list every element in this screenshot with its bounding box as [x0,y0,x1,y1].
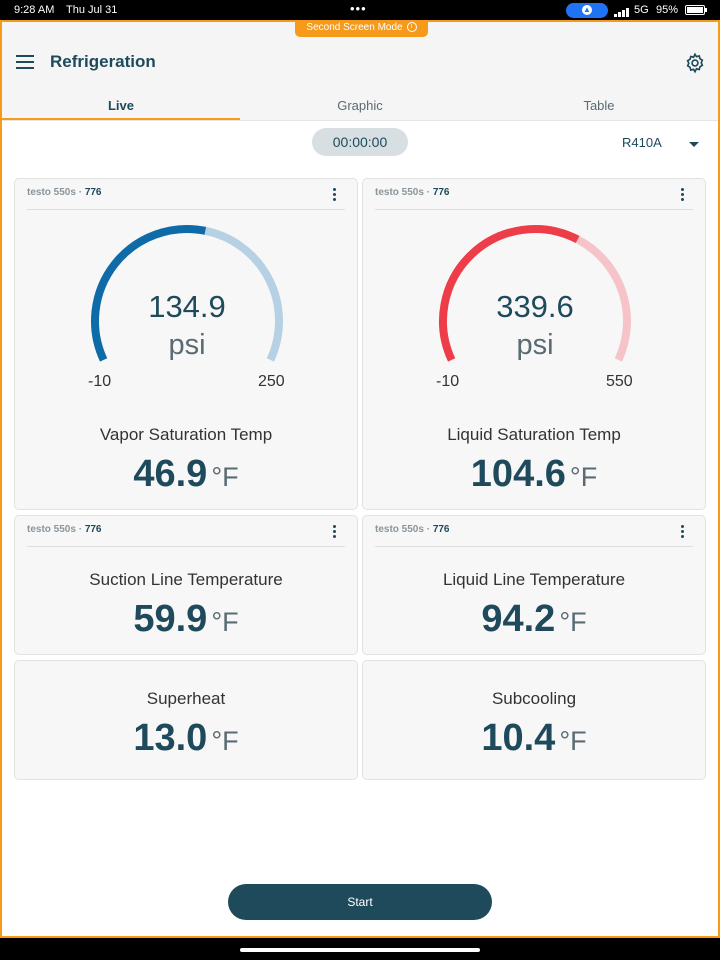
status-time: 9:28 AM [14,4,55,16]
metric-label: Liquid Line Temperature [442,570,626,589]
pressure-gauge [91,225,283,362]
gauge-track [204,226,283,362]
gauge-unit: psi [168,329,206,361]
gauge-value: 134.9 [148,289,226,324]
chevron-down-icon[interactable] [689,142,699,147]
more-options-icon[interactable] [331,524,339,540]
suction-line-card: testo 550s · 776 Suction Line Temperatur… [14,515,358,655]
card-divider [27,546,345,547]
gauge-unit: psi [516,329,554,361]
status-bar: 9:28 AM Thu Jul 31 ••• ▲ 5G 95% [0,0,720,20]
device-name: testo 550s [27,524,76,535]
metric-unit: °F [559,726,587,756]
pressure-gauge [439,225,631,362]
subcooling-card: Subcooling 10.4 °F [362,660,706,780]
gauge-min: -10 [88,373,112,390]
more-options-icon[interactable] [331,187,339,203]
tab-table[interactable]: Table [583,98,615,113]
gauge-value: 339.6 [496,289,574,324]
gauge-max: 250 [258,373,285,390]
metric-unit: °F [569,462,598,492]
refrigerant-select[interactable]: R410A [622,135,662,150]
device-id: 776 [84,187,102,198]
metric-label: Suction Line Temperature [89,570,283,589]
start-button[interactable]: Start [228,884,492,920]
metric-label: Superheat [146,689,226,708]
cellular-signal-icon [614,5,630,17]
metric-number: 10.4 [481,717,556,759]
active-tab-indicator [2,118,240,121]
info-icon[interactable]: i [406,22,417,33]
device-id: 776 [432,187,450,198]
card-divider [27,209,345,210]
multitask-dots-icon[interactable]: ••• [350,1,367,16]
tab-live[interactable]: Live [107,98,134,113]
battery-icon [685,5,707,15]
app-window: Refrigeration Live Graphic Table Second … [0,20,720,938]
metric-value: 10.4 °F [363,717,705,760]
network-type: 5G [634,4,649,16]
gauge-fill [91,225,207,362]
liquid-line-card: testo 550s · 776 Liquid Line Temperature… [362,515,706,655]
gear-icon[interactable] [684,52,706,74]
metric-label: Vapor Saturation Temp [99,425,273,444]
liquid-saturation-card: testo 550s · 776 339.6 psi -10 550 Liqui… [362,178,706,510]
device-name: testo 550s [27,187,76,198]
timer-display: 00:00:00 [312,128,408,156]
gauge-fill [439,225,580,362]
metric-value: 13.0 °F [15,717,357,760]
gauge-track [575,235,631,362]
metric-unit: °F [211,726,239,756]
metric-number: 94.2 [481,598,556,640]
home-indicator[interactable] [240,948,480,952]
metric-number: 46.9 [133,453,208,495]
metric-value: 46.9 °F [15,453,357,496]
metric-label: Subcooling [491,689,577,708]
device-name: testo 550s [375,187,424,198]
location-indicator-icon: ▲ [566,3,608,18]
metric-number: 59.9 [133,598,208,640]
metric-number: 104.6 [470,453,566,495]
card-device-label: testo 550s · 776 [375,187,450,198]
card-divider [375,546,693,547]
more-options-icon[interactable] [679,524,687,540]
metric-label: Liquid Saturation Temp [447,425,621,444]
hamburger-menu-icon[interactable] [16,55,34,69]
device-id: 776 [84,524,102,535]
page-title: Refrigeration [50,52,156,71]
card-device-label: testo 550s · 776 [27,524,102,535]
status-date: Thu Jul 31 [66,4,118,16]
metric-unit: °F [559,607,587,637]
metric-value: 59.9 °F [15,598,357,641]
vapor-saturation-card: testo 550s · 776 134.9 psi -10 250 Vapor… [14,178,358,510]
top-bar: Refrigeration Live Graphic Table [2,22,718,121]
gauge-max: 550 [606,373,633,390]
card-divider [375,209,693,210]
second-screen-mode-badge[interactable]: Second Screen Mode i [295,20,428,37]
gauge-min: -10 [436,373,460,390]
metric-number: 13.0 [133,717,208,759]
card-device-label: testo 550s · 776 [375,524,450,535]
metric-value: 94.2 °F [363,598,705,641]
card-device-label: testo 550s · 776 [27,187,102,198]
tab-bar: Live Graphic Table [2,90,718,121]
battery-percent: 95% [656,4,679,16]
tab-divider [2,120,718,121]
more-options-icon[interactable] [679,187,687,203]
second-screen-mode-label: Second Screen Mode [306,22,403,33]
metric-unit: °F [211,607,239,637]
tab-graphic[interactable]: Graphic [337,98,383,113]
metric-unit: °F [211,462,239,492]
metric-value: 104.6 °F [363,453,705,496]
device-id: 776 [432,524,450,535]
device-name: testo 550s [375,524,424,535]
superheat-card: Superheat 13.0 °F [14,660,358,780]
